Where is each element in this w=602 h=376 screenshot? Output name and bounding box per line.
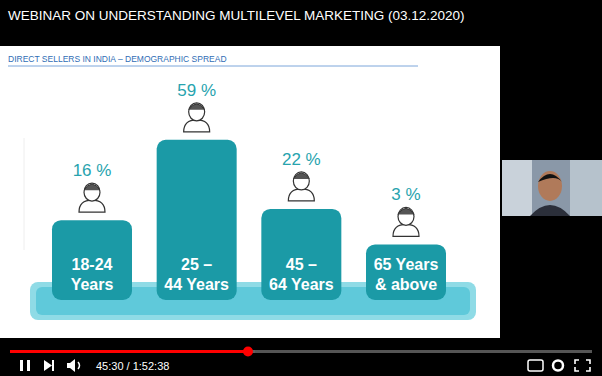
icon-body	[184, 120, 210, 132]
video-title: WEBINAR ON UNDERSTANDING MULTILEVEL MARK…	[8, 8, 465, 23]
pause-button[interactable]	[20, 360, 23, 371]
fullscreen-button[interactable]	[575, 360, 590, 371]
person-icon	[288, 172, 314, 201]
value-axis	[24, 138, 25, 250]
icon-body	[288, 189, 314, 201]
webcam-person-head	[538, 171, 562, 201]
progress-buffer	[10, 350, 255, 353]
person-icon	[393, 207, 419, 236]
cc-button[interactable]	[528, 360, 543, 371]
category-line: 44 Years	[164, 276, 229, 293]
category-line: Years	[71, 276, 114, 293]
icon-head	[189, 103, 205, 121]
category-line: 25 –	[181, 256, 212, 273]
next-button[interactable]	[44, 360, 52, 371]
category-line: 65 Years	[374, 256, 439, 273]
pause-button[interactable]	[27, 360, 30, 371]
category-label: 45 – 64 Years	[269, 256, 334, 293]
bar	[366, 244, 446, 300]
data-label: 59 %	[177, 81, 216, 100]
bar	[157, 140, 237, 300]
category-line: 18-24	[72, 256, 113, 273]
category-line: 64 Years	[269, 276, 334, 293]
webcam-person-body	[530, 205, 570, 216]
category-line: 45 –	[286, 256, 317, 273]
progress-handle[interactable]	[243, 347, 253, 357]
category-label: 25 – 44 Years	[164, 256, 229, 293]
icon-hair	[293, 173, 309, 179]
controls	[20, 359, 80, 372]
category-label: 18-24 Years	[71, 256, 114, 293]
icon-body	[79, 200, 105, 212]
webcam-window	[570, 160, 602, 216]
progress-track	[10, 350, 592, 353]
webcam	[502, 160, 602, 216]
bar	[52, 220, 132, 300]
labels: 18-24 Years 16 % 25 – 44 Years 59 % 45 – 64 Yea…	[71, 81, 439, 293]
slide	[0, 46, 500, 338]
webcam-window	[502, 160, 532, 216]
icon-head	[84, 183, 100, 201]
time-display: 45:30 / 1:52:38	[96, 360, 169, 372]
data-label: 22 %	[282, 150, 321, 169]
page: WEBINAR ON UNDERSTANDING MULTILEVEL MARK…	[0, 0, 602, 376]
progress-played	[10, 350, 248, 353]
webcam-person-hair	[538, 174, 562, 182]
volume-wave	[78, 362, 80, 369]
icon-hair	[189, 104, 205, 110]
bars	[52, 140, 446, 300]
category-line: & above	[375, 276, 437, 293]
volume-button[interactable]	[67, 359, 75, 372]
person-icon	[79, 183, 105, 212]
icon-head	[293, 172, 309, 190]
background	[0, 0, 602, 376]
title-underline	[8, 66, 418, 67]
settings-button[interactable]	[553, 361, 563, 371]
icon-hair	[398, 208, 414, 214]
next-button[interactable]	[52, 360, 54, 371]
bar	[261, 209, 341, 300]
icon-hair	[84, 184, 100, 190]
data-label: 3 %	[391, 185, 420, 204]
data-label: 16 %	[73, 161, 112, 180]
chart-title: DIRECT SELLERS IN INDIA – DEMOGRAPHIC SP…	[8, 54, 227, 64]
icon-head	[398, 207, 414, 225]
icon-body	[393, 224, 419, 236]
person-icon	[184, 103, 210, 132]
category-label: 65 Years & above	[374, 256, 439, 293]
